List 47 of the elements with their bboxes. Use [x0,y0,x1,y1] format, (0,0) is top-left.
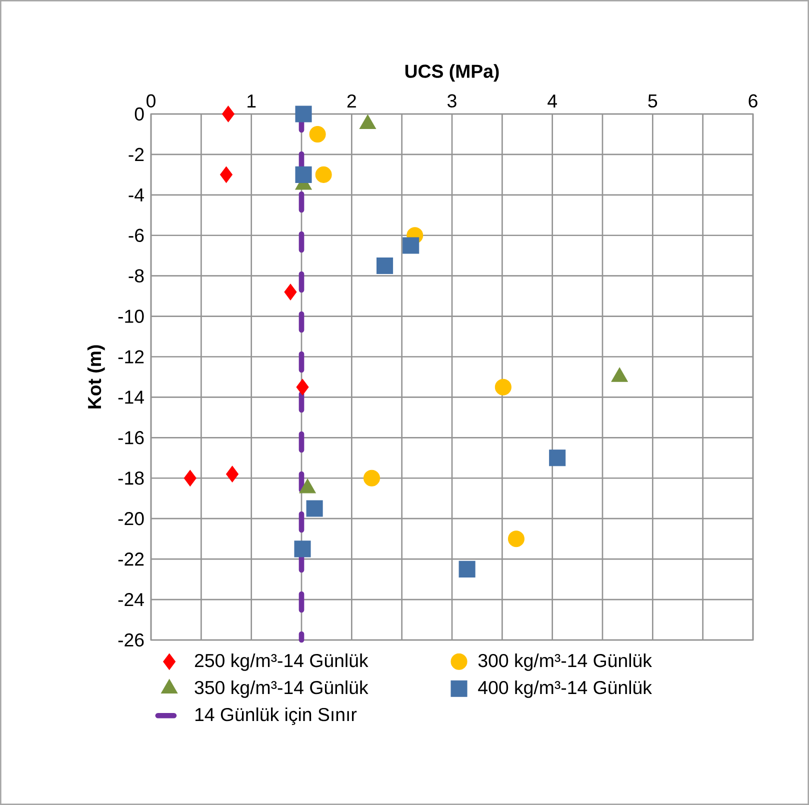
point [309,126,326,142]
y-tick-label: -16 [118,431,144,444]
point [458,560,476,578]
point [363,470,380,486]
y-tick-label: -20 [118,512,144,526]
point [295,106,312,122]
point [508,530,524,548]
x-axis-title: UCS (MPa) [405,64,499,82]
point [295,166,312,183]
x-tick-label: 4 [548,94,557,108]
y-tick-label: -26 [118,633,144,647]
y-tick-label: -14 [118,390,144,404]
point [376,257,394,274]
legend-label: 350 kg/m³-14 Günlük [194,680,368,698]
x-tick-label: 3 [448,94,456,108]
x-tick-label: 2 [347,94,356,108]
y-tick-label: 0 [134,107,144,121]
y-tick-label: -12 [118,350,144,364]
legend-label: 300 kg/m³-14 Günlük [478,653,652,671]
point [549,450,566,466]
y-tick-label: -2 [128,148,144,161]
point [226,466,239,482]
legend-label: 14 Günlük için Sınır [195,707,357,725]
y-tick-label: -8 [128,269,144,282]
y-tick-label: -10 [118,310,144,323]
x-tick-label: 5 [648,94,658,108]
y-tick-label: -24 [118,592,144,606]
point [184,470,196,486]
y-tick-label: -22 [118,552,144,566]
point [494,378,512,396]
point [220,166,233,183]
x-tick-label: 6 [748,94,758,108]
point [402,237,420,254]
x-tick-label: 0 [146,94,156,108]
point [222,106,235,122]
legend-label: 250 kg/m³-14 Günlük [194,653,368,671]
y-tick-label: -6 [128,228,144,242]
x-tick-label: 1 [248,94,256,108]
point [284,284,297,300]
y-axis-title: Kot (m) [87,345,105,408]
point [296,378,309,396]
y-tick-label: -4 [128,188,144,202]
y-tick-label: -18 [118,472,144,485]
point [315,166,332,183]
point [294,540,311,558]
point [306,500,323,517]
legend-label: 400 kg/m³-14 Günlük [478,680,652,698]
